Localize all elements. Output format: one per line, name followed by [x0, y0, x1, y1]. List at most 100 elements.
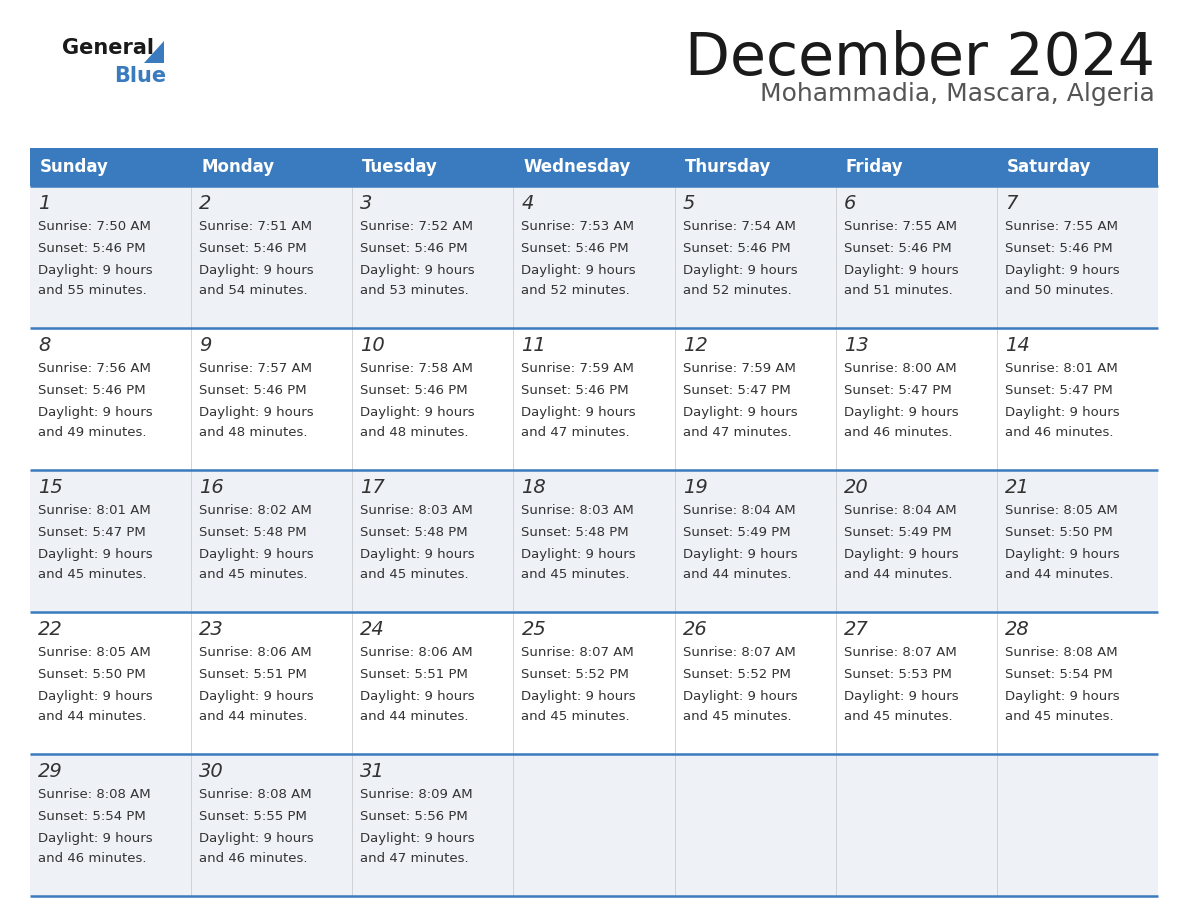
Text: Sunset: 5:46 PM: Sunset: 5:46 PM — [200, 242, 307, 255]
Text: Daylight: 9 hours: Daylight: 9 hours — [1005, 264, 1119, 277]
Text: and 47 minutes.: and 47 minutes. — [522, 426, 630, 439]
Text: Sunrise: 7:55 AM: Sunrise: 7:55 AM — [1005, 220, 1118, 233]
Text: Daylight: 9 hours: Daylight: 9 hours — [683, 690, 797, 703]
Text: Sunrise: 8:06 AM: Sunrise: 8:06 AM — [200, 646, 311, 659]
Text: Sunrise: 7:55 AM: Sunrise: 7:55 AM — [843, 220, 956, 233]
Text: and 46 minutes.: and 46 minutes. — [843, 426, 953, 439]
Text: Daylight: 9 hours: Daylight: 9 hours — [38, 832, 152, 845]
Bar — [30, 754, 1158, 896]
Text: and 44 minutes.: and 44 minutes. — [38, 710, 146, 723]
Text: and 45 minutes.: and 45 minutes. — [360, 568, 469, 581]
Text: General: General — [62, 38, 154, 58]
Text: Sunset: 5:47 PM: Sunset: 5:47 PM — [843, 384, 952, 397]
Text: 26: 26 — [683, 620, 707, 639]
Text: 30: 30 — [200, 762, 223, 781]
Text: 15: 15 — [38, 478, 63, 497]
Text: Sunset: 5:51 PM: Sunset: 5:51 PM — [360, 668, 468, 681]
Text: 31: 31 — [360, 762, 385, 781]
Text: 28: 28 — [1005, 620, 1030, 639]
Text: Sunrise: 8:07 AM: Sunrise: 8:07 AM — [683, 646, 795, 659]
Text: Sunset: 5:46 PM: Sunset: 5:46 PM — [522, 384, 630, 397]
Text: Daylight: 9 hours: Daylight: 9 hours — [522, 690, 636, 703]
Text: Sunset: 5:48 PM: Sunset: 5:48 PM — [360, 526, 468, 539]
Text: Daylight: 9 hours: Daylight: 9 hours — [683, 264, 797, 277]
Text: Sunset: 5:56 PM: Sunset: 5:56 PM — [360, 810, 468, 823]
Text: Sunrise: 7:52 AM: Sunrise: 7:52 AM — [360, 220, 473, 233]
Text: Sunrise: 7:57 AM: Sunrise: 7:57 AM — [200, 362, 312, 375]
Text: 20: 20 — [843, 478, 868, 497]
Text: 12: 12 — [683, 336, 707, 355]
Text: Sunset: 5:46 PM: Sunset: 5:46 PM — [683, 242, 790, 255]
Text: and 49 minutes.: and 49 minutes. — [38, 426, 146, 439]
Text: Daylight: 9 hours: Daylight: 9 hours — [683, 548, 797, 561]
Text: Daylight: 9 hours: Daylight: 9 hours — [38, 548, 152, 561]
Bar — [30, 612, 1158, 754]
Text: and 44 minutes.: and 44 minutes. — [200, 710, 308, 723]
Text: Sunset: 5:47 PM: Sunset: 5:47 PM — [38, 526, 146, 539]
Text: Sunrise: 8:01 AM: Sunrise: 8:01 AM — [1005, 362, 1118, 375]
Text: 25: 25 — [522, 620, 546, 639]
Text: 5: 5 — [683, 194, 695, 213]
Text: 16: 16 — [200, 478, 223, 497]
Text: Sunrise: 7:51 AM: Sunrise: 7:51 AM — [200, 220, 312, 233]
Text: Sunset: 5:49 PM: Sunset: 5:49 PM — [683, 526, 790, 539]
Text: Sunrise: 8:09 AM: Sunrise: 8:09 AM — [360, 788, 473, 801]
Text: 19: 19 — [683, 478, 707, 497]
Text: 23: 23 — [200, 620, 223, 639]
Text: Daylight: 9 hours: Daylight: 9 hours — [38, 690, 152, 703]
Text: Daylight: 9 hours: Daylight: 9 hours — [843, 690, 959, 703]
Text: and 45 minutes.: and 45 minutes. — [683, 710, 791, 723]
Text: Sunset: 5:46 PM: Sunset: 5:46 PM — [843, 242, 952, 255]
Text: 9: 9 — [200, 336, 211, 355]
Text: Sunset: 5:46 PM: Sunset: 5:46 PM — [38, 242, 146, 255]
Text: Sunrise: 8:05 AM: Sunrise: 8:05 AM — [38, 646, 151, 659]
Text: Sunset: 5:53 PM: Sunset: 5:53 PM — [843, 668, 952, 681]
Text: Sunset: 5:48 PM: Sunset: 5:48 PM — [522, 526, 630, 539]
Bar — [191, 148, 353, 186]
Text: December 2024: December 2024 — [685, 30, 1155, 87]
Text: Monday: Monday — [201, 158, 274, 176]
Text: 22: 22 — [38, 620, 63, 639]
Text: Sunrise: 8:03 AM: Sunrise: 8:03 AM — [522, 504, 634, 517]
Text: 2: 2 — [200, 194, 211, 213]
Text: 27: 27 — [843, 620, 868, 639]
Bar — [513, 148, 675, 186]
Bar — [835, 148, 997, 186]
Text: 1: 1 — [38, 194, 50, 213]
Text: Daylight: 9 hours: Daylight: 9 hours — [200, 832, 314, 845]
Text: 8: 8 — [38, 336, 50, 355]
Text: Daylight: 9 hours: Daylight: 9 hours — [843, 406, 959, 419]
Text: Wednesday: Wednesday — [524, 158, 631, 176]
Text: Sunset: 5:46 PM: Sunset: 5:46 PM — [360, 384, 468, 397]
Text: Sunset: 5:46 PM: Sunset: 5:46 PM — [200, 384, 307, 397]
Text: Sunday: Sunday — [40, 158, 109, 176]
Text: Sunset: 5:46 PM: Sunset: 5:46 PM — [360, 242, 468, 255]
Text: Daylight: 9 hours: Daylight: 9 hours — [360, 832, 475, 845]
Text: Sunset: 5:46 PM: Sunset: 5:46 PM — [1005, 242, 1112, 255]
Text: and 44 minutes.: and 44 minutes. — [683, 568, 791, 581]
Text: Daylight: 9 hours: Daylight: 9 hours — [522, 548, 636, 561]
Text: 29: 29 — [38, 762, 63, 781]
Text: Daylight: 9 hours: Daylight: 9 hours — [360, 406, 475, 419]
Text: 17: 17 — [360, 478, 385, 497]
Text: Sunrise: 8:08 AM: Sunrise: 8:08 AM — [1005, 646, 1118, 659]
Text: Sunrise: 8:08 AM: Sunrise: 8:08 AM — [200, 788, 311, 801]
Text: Sunset: 5:48 PM: Sunset: 5:48 PM — [200, 526, 307, 539]
Text: Sunset: 5:47 PM: Sunset: 5:47 PM — [683, 384, 790, 397]
Text: Sunset: 5:47 PM: Sunset: 5:47 PM — [1005, 384, 1113, 397]
Text: Sunrise: 8:03 AM: Sunrise: 8:03 AM — [360, 504, 473, 517]
Text: Sunset: 5:46 PM: Sunset: 5:46 PM — [522, 242, 630, 255]
Bar — [997, 148, 1158, 186]
Text: and 52 minutes.: and 52 minutes. — [522, 284, 630, 297]
Text: and 51 minutes.: and 51 minutes. — [843, 284, 953, 297]
Text: 6: 6 — [843, 194, 857, 213]
Bar — [30, 186, 1158, 328]
Text: and 46 minutes.: and 46 minutes. — [38, 852, 146, 865]
Text: Sunset: 5:54 PM: Sunset: 5:54 PM — [1005, 668, 1113, 681]
Text: Daylight: 9 hours: Daylight: 9 hours — [1005, 548, 1119, 561]
Text: and 52 minutes.: and 52 minutes. — [683, 284, 791, 297]
Text: 11: 11 — [522, 336, 546, 355]
Text: Daylight: 9 hours: Daylight: 9 hours — [843, 548, 959, 561]
Text: Sunrise: 8:06 AM: Sunrise: 8:06 AM — [360, 646, 473, 659]
Bar — [675, 148, 835, 186]
